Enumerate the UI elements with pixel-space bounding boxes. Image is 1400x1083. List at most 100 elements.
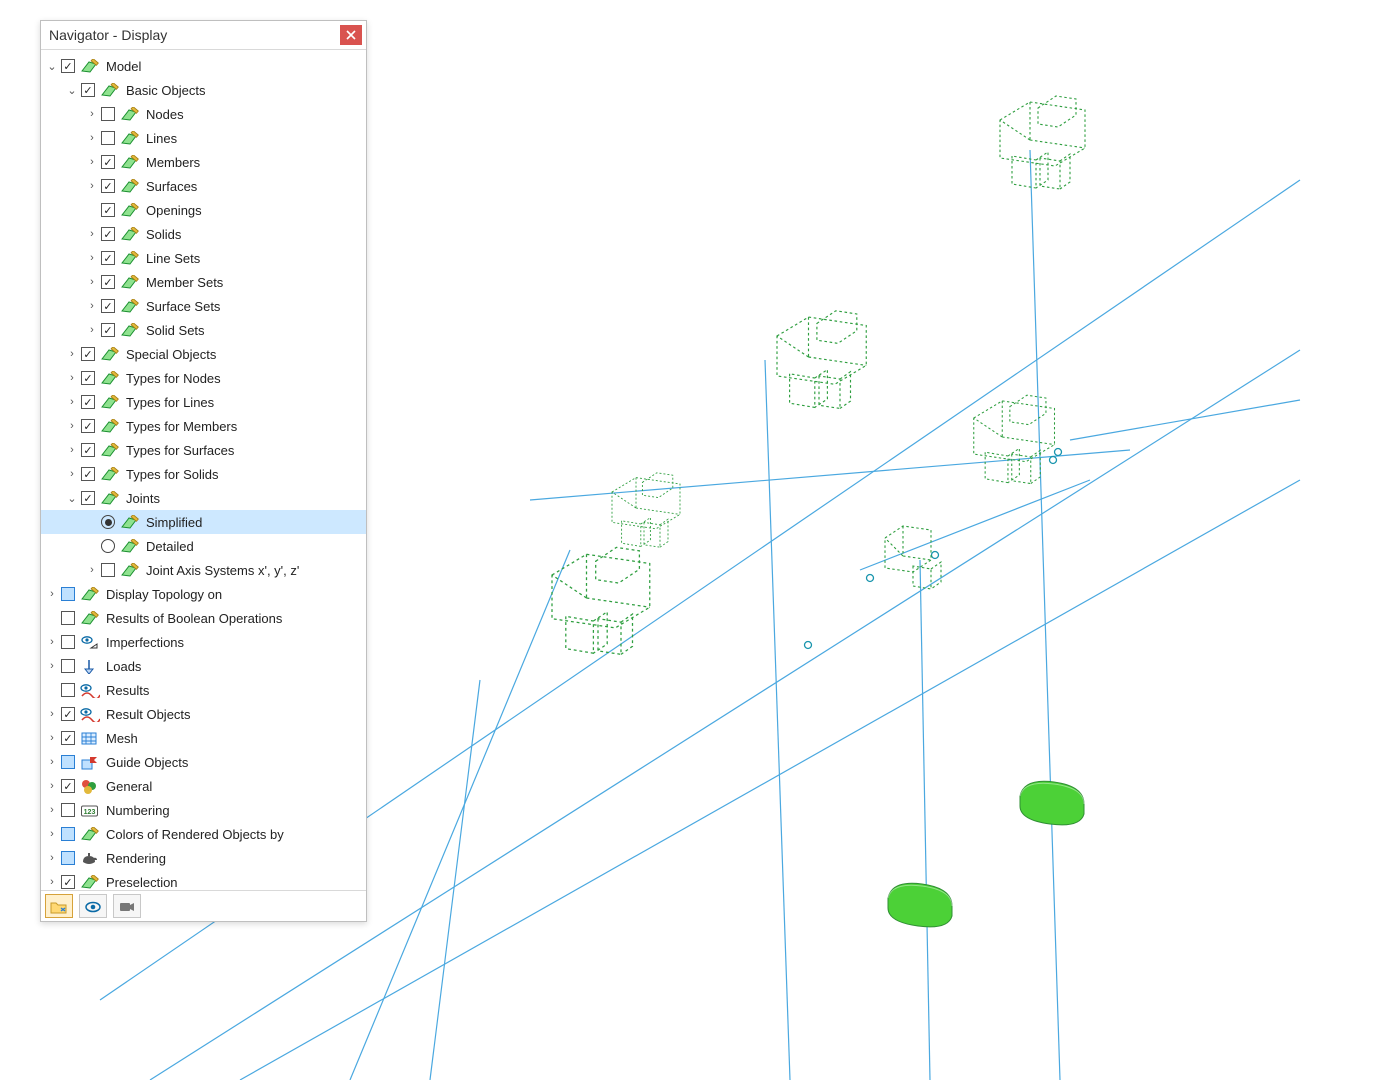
checkbox[interactable]: ✓ xyxy=(101,203,115,217)
tree-item-basic-leaf[interactable]: ›✓Surface Sets xyxy=(41,294,366,318)
expand-icon[interactable]: › xyxy=(85,228,99,240)
checkbox[interactable]: ✓ xyxy=(81,419,95,433)
tree-item-basic-leaf[interactable]: ›✓Members xyxy=(41,150,366,174)
checkbox[interactable] xyxy=(101,131,115,145)
expand-icon[interactable]: › xyxy=(45,852,59,864)
tree-item-rendering[interactable]: › Rendering xyxy=(41,846,366,870)
folder-button[interactable] xyxy=(45,894,73,918)
checkbox[interactable]: ✓ xyxy=(101,227,115,241)
expand-icon[interactable]: › xyxy=(45,732,59,744)
expand-icon[interactable]: › xyxy=(85,132,99,144)
expand-icon[interactable]: › xyxy=(45,588,59,600)
tree-item-boolops[interactable]: Results of Boolean Operations xyxy=(41,606,366,630)
tree-item-type-group[interactable]: ›✓Types for Members xyxy=(41,414,366,438)
expand-icon[interactable]: › xyxy=(85,300,99,312)
checkbox[interactable]: ✓ xyxy=(81,395,95,409)
tree-item-joints[interactable]: ⌄ ✓ Joints xyxy=(41,486,366,510)
expand-icon[interactable]: › xyxy=(45,780,59,792)
tree-item-type-group[interactable]: ›✓Types for Solids xyxy=(41,462,366,486)
checkbox[interactable] xyxy=(61,611,75,625)
collapse-icon[interactable]: ⌄ xyxy=(65,84,79,97)
expand-icon[interactable]: › xyxy=(45,828,59,840)
tree-item-topology[interactable]: › Display Topology on xyxy=(41,582,366,606)
checkbox[interactable]: ✓ xyxy=(101,179,115,193)
expand-icon[interactable]: › xyxy=(45,804,59,816)
checkbox[interactable]: ✓ xyxy=(81,467,95,481)
tree-item-mesh[interactable]: › ✓ Mesh xyxy=(41,726,366,750)
expand-icon[interactable]: › xyxy=(45,636,59,648)
tree-item-basic-leaf[interactable]: ›✓Member Sets xyxy=(41,270,366,294)
expand-icon[interactable]: › xyxy=(65,468,79,480)
tree-item-basic-leaf[interactable]: ›✓Openings xyxy=(41,198,366,222)
checkbox[interactable]: ✓ xyxy=(101,251,115,265)
tree-item-type-group[interactable]: ›✓Types for Surfaces xyxy=(41,438,366,462)
checkbox[interactable]: ✓ xyxy=(61,707,75,721)
tree-item-basic-leaf[interactable]: ›✓Solids xyxy=(41,222,366,246)
checkbox[interactable]: ✓ xyxy=(61,731,75,745)
tree-item-general[interactable]: › ✓ General xyxy=(41,774,366,798)
expand-icon[interactable]: › xyxy=(45,660,59,672)
tree-item-preselection[interactable]: › ✓ Preselection xyxy=(41,870,366,890)
tree-item-basic-leaf[interactable]: ›Nodes xyxy=(41,102,366,126)
tree-item-numbering[interactable]: › Numbering xyxy=(41,798,366,822)
expand-icon[interactable]: › xyxy=(85,156,99,168)
expand-icon[interactable]: › xyxy=(85,324,99,336)
checkbox[interactable]: ✓ xyxy=(101,155,115,169)
collapse-icon[interactable]: ⌄ xyxy=(45,60,59,73)
tree-item-loads[interactable]: › Loads xyxy=(41,654,366,678)
checkbox[interactable]: ✓ xyxy=(61,59,75,73)
expand-icon[interactable]: › xyxy=(85,180,99,192)
tree-item-type-group[interactable]: ›✓Types for Nodes xyxy=(41,366,366,390)
checkbox[interactable] xyxy=(61,755,75,769)
expand-icon[interactable]: › xyxy=(65,348,79,360)
expand-icon[interactable]: › xyxy=(45,876,59,888)
visibility-button[interactable] xyxy=(79,894,107,918)
checkbox[interactable]: ✓ xyxy=(81,371,95,385)
tree-item-results[interactable]: Results xyxy=(41,678,366,702)
checkbox[interactable] xyxy=(61,827,75,841)
checkbox[interactable] xyxy=(61,659,75,673)
checkbox[interactable] xyxy=(61,587,75,601)
checkbox[interactable]: ✓ xyxy=(101,299,115,313)
expand-icon[interactable]: › xyxy=(85,564,99,576)
checkbox[interactable]: ✓ xyxy=(81,443,95,457)
tree-item-guide[interactable]: › Guide Objects xyxy=(41,750,366,774)
checkbox[interactable]: ✓ xyxy=(81,347,95,361)
camera-button[interactable] xyxy=(113,894,141,918)
checkbox[interactable] xyxy=(61,803,75,817)
checkbox[interactable] xyxy=(61,683,75,697)
tree-item-imperfections[interactable]: › Imperfections xyxy=(41,630,366,654)
tree-item-model[interactable]: ⌄ ✓ Model xyxy=(41,54,366,78)
expand-icon[interactable]: › xyxy=(85,252,99,264)
expand-icon[interactable]: › xyxy=(45,756,59,768)
expand-icon[interactable]: › xyxy=(85,276,99,288)
tree-item-joint-axis[interactable]: › Joint Axis Systems x', y', z' xyxy=(41,558,366,582)
tree-item-basic-leaf[interactable]: ›✓Line Sets xyxy=(41,246,366,270)
close-button[interactable] xyxy=(340,25,362,45)
tree-item-basic-leaf[interactable]: ›Lines xyxy=(41,126,366,150)
tree-item-basic-objects[interactable]: ⌄ ✓ Basic Objects xyxy=(41,78,366,102)
tree-item-basic-leaf[interactable]: ›✓Surfaces xyxy=(41,174,366,198)
expand-icon[interactable]: › xyxy=(65,396,79,408)
checkbox[interactable]: ✓ xyxy=(101,323,115,337)
checkbox[interactable]: ✓ xyxy=(61,779,75,793)
checkbox[interactable] xyxy=(61,851,75,865)
checkbox[interactable] xyxy=(101,563,115,577)
radio[interactable] xyxy=(101,539,115,553)
expand-icon[interactable]: › xyxy=(65,420,79,432)
radio[interactable] xyxy=(101,515,115,529)
checkbox[interactable]: ✓ xyxy=(61,875,75,889)
checkbox[interactable] xyxy=(101,107,115,121)
tree-item-detailed[interactable]: Detailed xyxy=(41,534,366,558)
checkbox[interactable]: ✓ xyxy=(101,275,115,289)
collapse-icon[interactable]: ⌄ xyxy=(65,492,79,505)
expand-icon[interactable]: › xyxy=(65,372,79,384)
expand-icon[interactable]: › xyxy=(85,108,99,120)
tree-item-type-group[interactable]: ›✓Types for Lines xyxy=(41,390,366,414)
tree-item-basic-leaf[interactable]: ›✓Solid Sets xyxy=(41,318,366,342)
checkbox[interactable]: ✓ xyxy=(81,83,95,97)
tree-item-simplified[interactable]: Simplified xyxy=(41,510,366,534)
checkbox[interactable]: ✓ xyxy=(81,491,95,505)
tree-item-colors[interactable]: › Colors of Rendered Objects by xyxy=(41,822,366,846)
expand-icon[interactable]: › xyxy=(65,444,79,456)
